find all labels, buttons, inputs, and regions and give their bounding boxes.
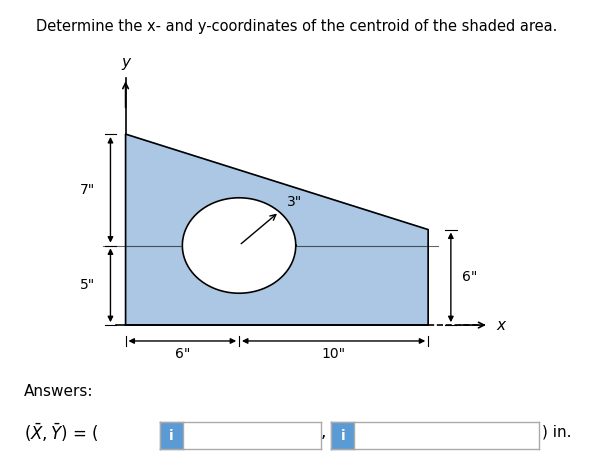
Text: Answers:: Answers:	[24, 384, 93, 399]
Polygon shape	[182, 198, 296, 293]
Text: 5": 5"	[80, 278, 96, 292]
Text: ) in.: ) in.	[542, 425, 571, 440]
Text: 6": 6"	[462, 270, 478, 284]
Text: ,: ,	[321, 424, 327, 441]
Text: $(\bar{X}, \bar{Y})$ = (: $(\bar{X}, \bar{Y})$ = (	[24, 421, 100, 444]
Text: x: x	[496, 317, 505, 333]
Text: 7": 7"	[80, 183, 96, 197]
Text: 6": 6"	[175, 347, 190, 361]
Text: 10": 10"	[321, 347, 346, 361]
Text: 3": 3"	[287, 195, 302, 209]
Text: i: i	[340, 429, 345, 443]
Polygon shape	[125, 134, 428, 325]
Text: Determine the x- and y-coordinates of the centroid of the shaded area.: Determine the x- and y-coordinates of th…	[36, 19, 558, 34]
Text: y: y	[121, 55, 130, 70]
Text: i: i	[169, 429, 174, 443]
